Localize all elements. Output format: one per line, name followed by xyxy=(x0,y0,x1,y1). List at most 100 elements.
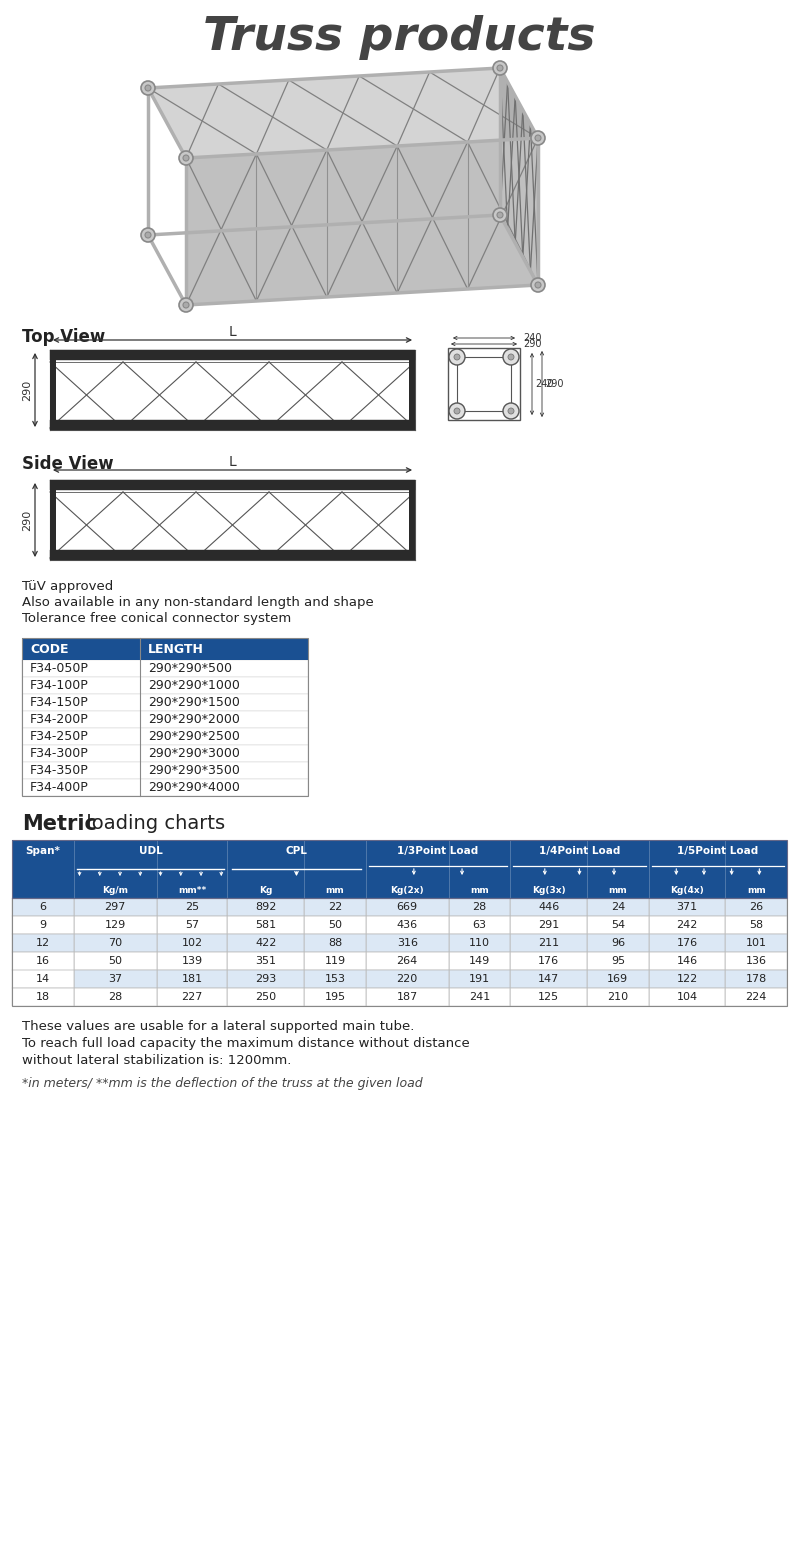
Bar xyxy=(511,970,587,988)
Circle shape xyxy=(183,154,189,161)
Text: 110: 110 xyxy=(469,939,490,948)
Text: These values are usable for a lateral supported main tube.: These values are usable for a lateral su… xyxy=(22,1020,415,1034)
Bar xyxy=(22,694,308,711)
Bar xyxy=(587,953,649,970)
Text: 18: 18 xyxy=(36,992,50,1002)
Circle shape xyxy=(183,302,189,309)
Text: 1/3Point Load: 1/3Point Load xyxy=(397,847,479,856)
Text: 9: 9 xyxy=(39,920,46,931)
Bar xyxy=(366,934,449,953)
Circle shape xyxy=(497,212,503,218)
Text: Top View: Top View xyxy=(22,327,105,346)
Text: 26: 26 xyxy=(749,903,763,912)
Text: 88: 88 xyxy=(328,939,342,948)
Bar xyxy=(12,898,787,1006)
Text: 70: 70 xyxy=(108,939,122,948)
Text: 1/5Point Load: 1/5Point Load xyxy=(678,847,758,856)
Bar xyxy=(449,934,511,953)
Circle shape xyxy=(141,81,155,95)
Text: mm**: mm** xyxy=(178,886,206,895)
Text: 240: 240 xyxy=(535,379,554,390)
Text: To reach full load capacity the maximum distance without distance: To reach full load capacity the maximum … xyxy=(22,1037,470,1051)
Bar xyxy=(12,934,74,953)
Bar xyxy=(511,917,587,934)
Text: 297: 297 xyxy=(105,903,125,912)
Text: 241: 241 xyxy=(469,992,490,1002)
Circle shape xyxy=(145,232,151,239)
Text: Kg(2x): Kg(2x) xyxy=(391,886,424,895)
Text: 240: 240 xyxy=(523,334,542,343)
Text: 250: 250 xyxy=(255,992,276,1002)
Bar xyxy=(12,988,74,1006)
Text: 12: 12 xyxy=(36,939,50,948)
Circle shape xyxy=(449,402,465,419)
Circle shape xyxy=(508,354,514,360)
Bar xyxy=(227,970,304,988)
Bar xyxy=(304,988,366,1006)
Text: Also available in any non-standard length and shape: Also available in any non-standard lengt… xyxy=(22,596,374,610)
Bar xyxy=(74,970,157,988)
Bar xyxy=(304,953,366,970)
Text: 54: 54 xyxy=(610,920,625,931)
Text: 290: 290 xyxy=(545,379,563,390)
Text: Kg/m: Kg/m xyxy=(102,886,128,895)
Bar xyxy=(649,898,725,917)
Bar xyxy=(409,480,415,560)
Bar xyxy=(50,550,415,560)
Text: 290*290*1500: 290*290*1500 xyxy=(148,695,240,709)
Text: 147: 147 xyxy=(538,974,559,984)
Text: 37: 37 xyxy=(108,974,122,984)
Bar xyxy=(725,898,787,917)
Bar xyxy=(50,351,415,360)
Text: loading charts: loading charts xyxy=(80,814,225,833)
Text: 446: 446 xyxy=(538,903,559,912)
Text: Kg(3x): Kg(3x) xyxy=(532,886,566,895)
Text: 169: 169 xyxy=(607,974,629,984)
Text: 63: 63 xyxy=(472,920,487,931)
Text: F34-150P: F34-150P xyxy=(30,695,89,709)
Text: without lateral stabilization is: 1200mm.: without lateral stabilization is: 1200mm… xyxy=(22,1054,292,1066)
Circle shape xyxy=(493,207,507,221)
Bar xyxy=(649,970,725,988)
Text: 290: 290 xyxy=(523,338,542,349)
Circle shape xyxy=(535,282,541,288)
Bar xyxy=(649,988,725,1006)
Text: 57: 57 xyxy=(185,920,199,931)
Circle shape xyxy=(141,228,155,242)
Text: Span*: Span* xyxy=(26,847,60,856)
Bar xyxy=(449,953,511,970)
Bar xyxy=(157,898,227,917)
Text: 122: 122 xyxy=(677,974,698,984)
Text: Tolerance free conical connector system: Tolerance free conical connector system xyxy=(22,613,292,625)
Bar xyxy=(157,953,227,970)
Polygon shape xyxy=(148,69,538,157)
Text: 129: 129 xyxy=(105,920,125,931)
Text: 195: 195 xyxy=(324,992,345,1002)
Circle shape xyxy=(449,349,465,365)
Text: 293: 293 xyxy=(255,974,276,984)
Circle shape xyxy=(179,298,193,312)
Bar xyxy=(227,934,304,953)
Text: 6: 6 xyxy=(39,903,46,912)
Bar xyxy=(22,659,308,677)
Bar xyxy=(725,953,787,970)
Bar xyxy=(448,348,520,419)
Bar xyxy=(649,917,725,934)
Text: 139: 139 xyxy=(181,956,202,967)
Bar xyxy=(22,728,308,745)
Bar xyxy=(511,953,587,970)
Bar xyxy=(22,745,308,762)
Text: 290*290*1000: 290*290*1000 xyxy=(148,680,240,692)
Bar xyxy=(12,840,787,898)
Bar xyxy=(22,711,308,728)
Bar xyxy=(157,988,227,1006)
Text: 224: 224 xyxy=(745,992,767,1002)
Text: 1/4Point Load: 1/4Point Load xyxy=(539,847,620,856)
Text: 119: 119 xyxy=(324,956,345,967)
Bar xyxy=(74,988,157,1006)
Circle shape xyxy=(531,278,545,292)
Text: mm: mm xyxy=(470,886,489,895)
Text: 22: 22 xyxy=(328,903,342,912)
Text: Metric: Metric xyxy=(22,814,97,834)
Text: F34-350P: F34-350P xyxy=(30,764,89,776)
